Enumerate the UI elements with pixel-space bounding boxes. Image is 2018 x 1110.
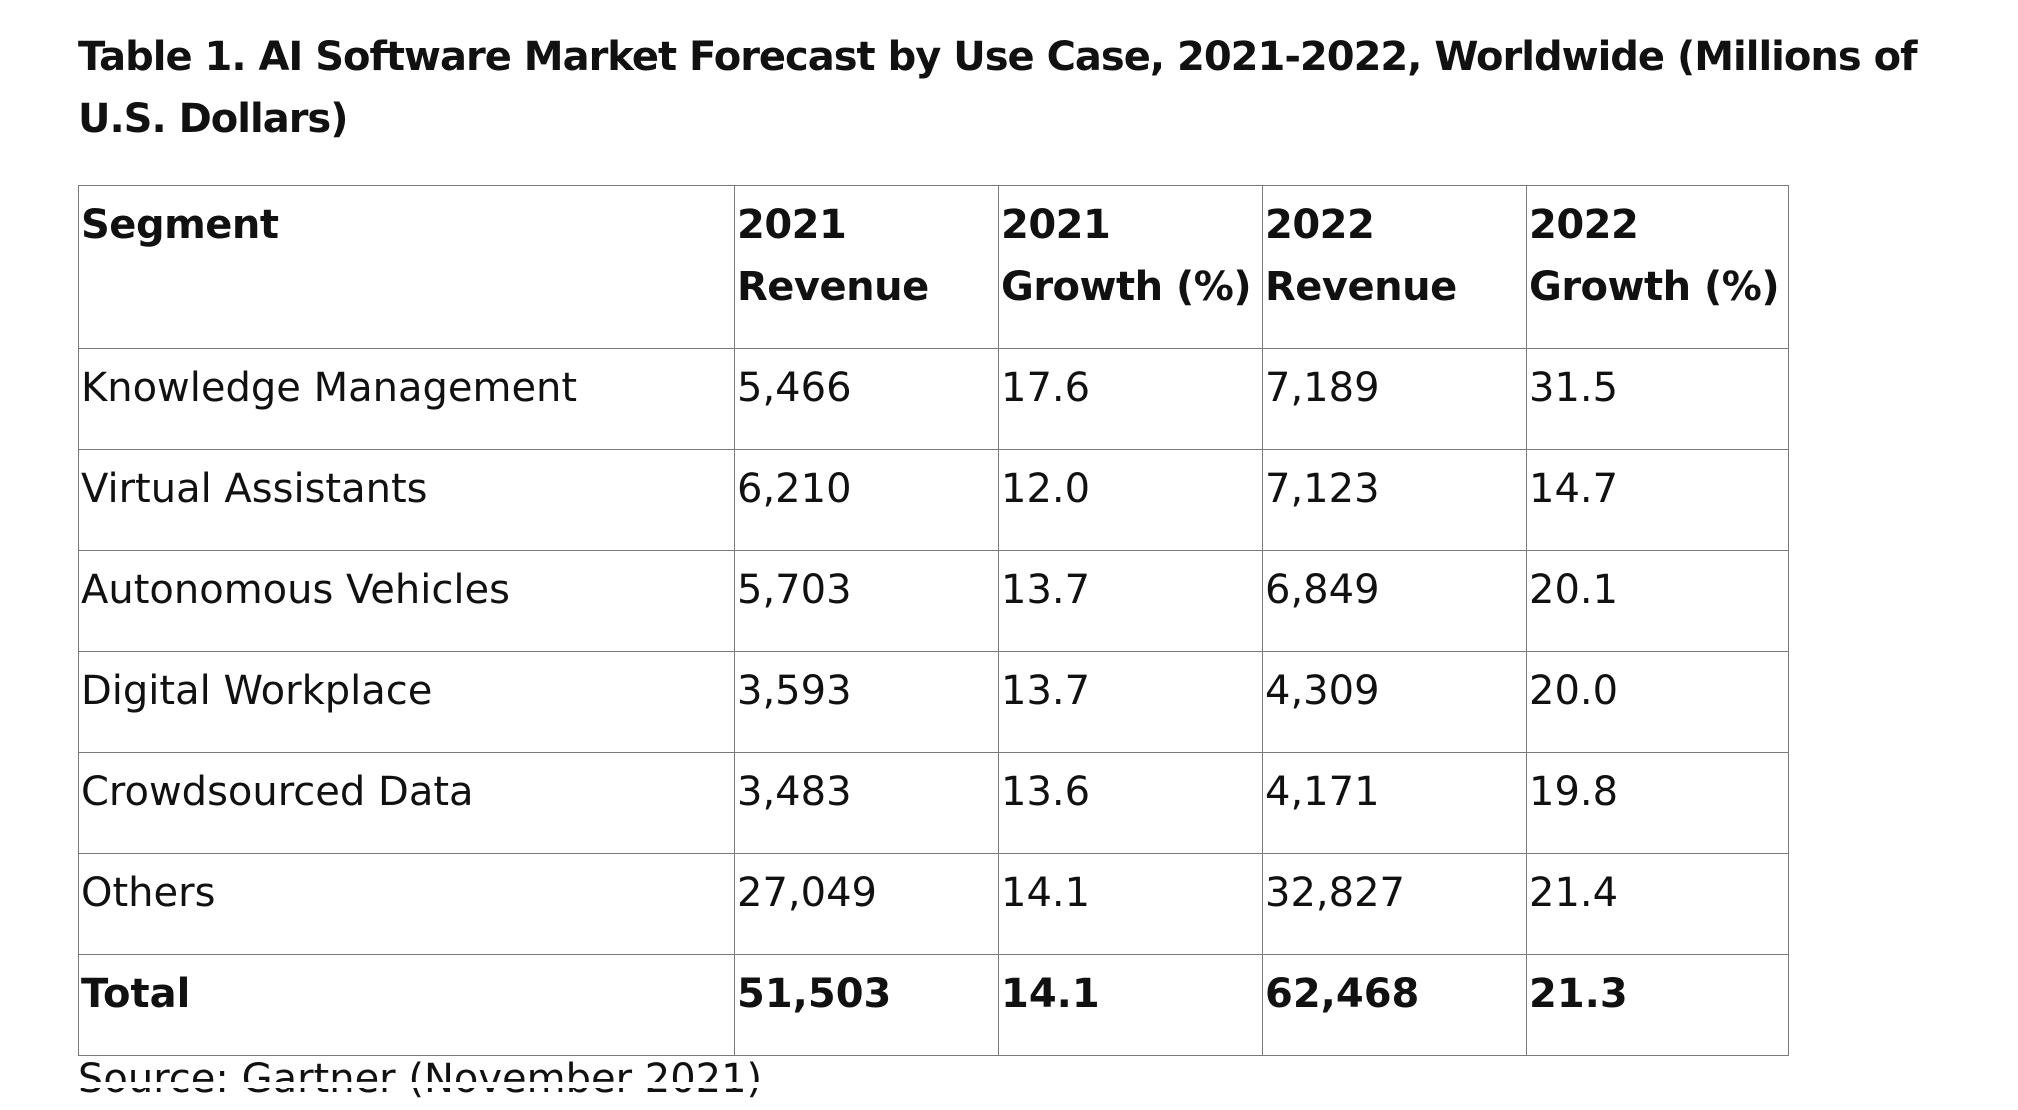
header-2022-growth: 2022 Growth (%) [1526, 185, 1789, 349]
forecast-table: Segment 2021 Revenue 2021 Growth (%) 202… [78, 185, 1789, 1056]
table-row: Crowdsourced Data 3,483 13.6 4,171 19.8 [78, 752, 1789, 854]
cell-2021-revenue: 3,593 [734, 651, 999, 753]
cell-2022-growth: 21.4 [1526, 853, 1789, 955]
cell-2021-growth: 17.6 [998, 348, 1263, 450]
header-2021-revenue: 2021 Revenue [734, 185, 999, 349]
header-segment: Segment [78, 185, 735, 349]
cell-2021-growth: 12.0 [998, 449, 1263, 551]
header-2022-revenue: 2022 Revenue [1262, 185, 1527, 349]
cell-2021-growth: 13.7 [998, 651, 1263, 753]
cell-segment: Autonomous Vehicles [78, 550, 735, 652]
cell-segment: Digital Workplace [78, 651, 735, 753]
cell-2022-growth: 20.1 [1526, 550, 1789, 652]
table-row: Autonomous Vehicles 5,703 13.7 6,849 20.… [78, 550, 1789, 652]
cell-2022-revenue: 4,171 [1262, 752, 1527, 854]
cell-2021-revenue: 27,049 [734, 853, 999, 955]
cell-segment: Others [78, 853, 735, 955]
cell-2021-revenue: 5,466 [734, 348, 999, 450]
cell-2021-revenue: 5,703 [734, 550, 999, 652]
cell-2022-growth: 14.7 [1526, 449, 1789, 551]
cell-segment: Total [78, 954, 735, 1056]
cell-2021-revenue: 51,503 [734, 954, 999, 1056]
table-row: Digital Workplace 3,593 13.7 4,309 20.0 [78, 651, 1789, 753]
table-header-row: Segment 2021 Revenue 2021 Growth (%) 202… [78, 185, 1789, 349]
table-title: Table 1. AI Software Market Forecast by … [78, 34, 1917, 142]
cell-2021-growth: 14.1 [998, 853, 1263, 955]
bottom-crop-edge [0, 1082, 2018, 1088]
cell-segment: Crowdsourced Data [78, 752, 735, 854]
cell-2022-growth: 31.5 [1526, 348, 1789, 450]
source-note: Source: Gartner (November 2021) [78, 1056, 763, 1102]
cell-2022-growth: 21.3 [1526, 954, 1789, 1056]
cell-2022-revenue: 7,123 [1262, 449, 1527, 551]
cell-2022-growth: 19.8 [1526, 752, 1789, 854]
cell-2022-revenue: 62,468 [1262, 954, 1527, 1056]
table-row: Others 27,049 14.1 32,827 21.4 [78, 853, 1789, 955]
cell-2021-revenue: 6,210 [734, 449, 999, 551]
cell-2021-revenue: 3,483 [734, 752, 999, 854]
table-row: Virtual Assistants 6,210 12.0 7,123 14.7 [78, 449, 1789, 551]
cell-segment: Knowledge Management [78, 348, 735, 450]
cell-2022-revenue: 7,189 [1262, 348, 1527, 450]
table-total-row: Total 51,503 14.1 62,468 21.3 [78, 954, 1789, 1056]
cell-2021-growth: 14.1 [998, 954, 1263, 1056]
cell-2021-growth: 13.7 [998, 550, 1263, 652]
table-row: Knowledge Management 5,466 17.6 7,189 31… [78, 348, 1789, 450]
cell-2021-growth: 13.6 [998, 752, 1263, 854]
cell-2022-revenue: 4,309 [1262, 651, 1527, 753]
header-2021-growth: 2021 Growth (%) [998, 185, 1263, 349]
cell-2022-revenue: 6,849 [1262, 550, 1527, 652]
cell-2022-revenue: 32,827 [1262, 853, 1527, 955]
cell-segment: Virtual Assistants [78, 449, 735, 551]
cell-2022-growth: 20.0 [1526, 651, 1789, 753]
